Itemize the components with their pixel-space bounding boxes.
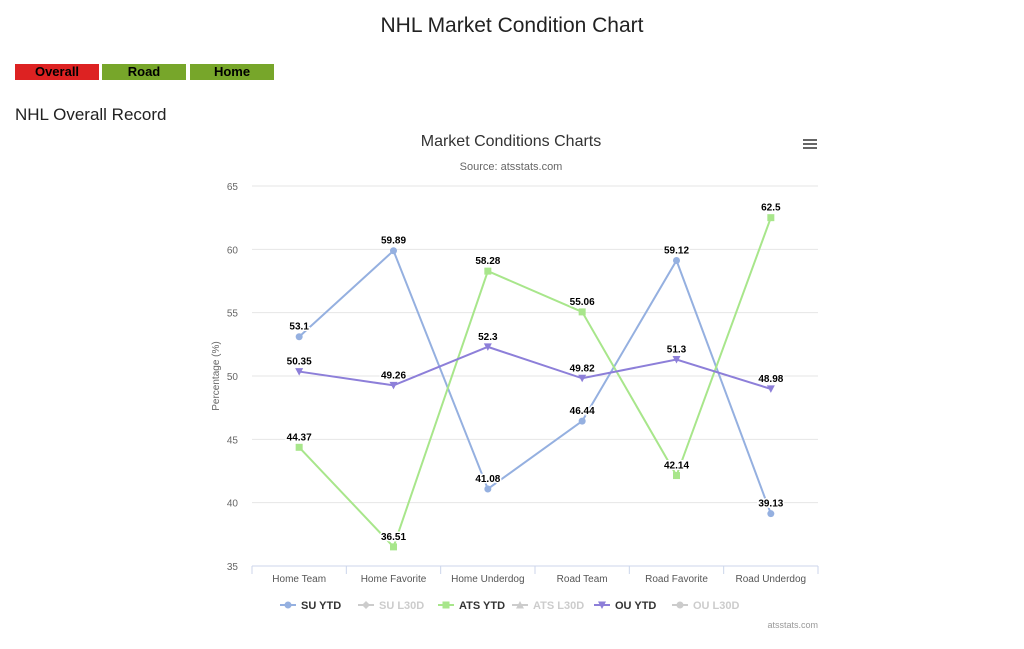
data-label: 44.37 [287, 432, 312, 443]
x-tick-label: Home Underdog [451, 574, 524, 585]
data-label: 39.13 [758, 499, 783, 510]
menu-icon [803, 143, 817, 145]
marker [442, 601, 450, 609]
marker [672, 356, 681, 364]
legend-item[interactable]: OU YTD [594, 600, 656, 612]
tab-button[interactable]: Overall [15, 64, 99, 80]
marker [516, 601, 524, 609]
marker [578, 417, 586, 425]
marker [295, 443, 303, 451]
data-label: 53.1 [289, 322, 309, 333]
legend-label: SU YTD [301, 600, 341, 612]
data-label: 46.44 [570, 406, 595, 417]
tab-button[interactable]: Road [102, 64, 186, 80]
data-label: 48.98 [758, 374, 783, 385]
x-tick-label: Home Team [272, 574, 326, 585]
marker [284, 601, 292, 609]
marker [767, 510, 775, 518]
legend-item[interactable]: SU YTD [280, 600, 341, 612]
page-title: NHL Market Condition Chart [380, 14, 644, 37]
tab-button[interactable]: Home [190, 64, 274, 80]
data-label: 59.12 [664, 245, 689, 256]
marker [390, 247, 397, 255]
data-label: 59.89 [381, 236, 406, 247]
legend-label: ATS L30D [533, 600, 584, 612]
y-tick-label: 40 [227, 499, 239, 510]
y-tick-label: 55 [227, 309, 239, 320]
legend-item[interactable]: OU L30D [672, 600, 740, 612]
y-tick-label: 60 [227, 245, 239, 256]
menu-button[interactable] [803, 139, 817, 149]
x-tick-label: Home Favorite [361, 574, 427, 585]
data-label: 42.14 [664, 461, 689, 472]
marker [767, 214, 775, 222]
marker [578, 374, 587, 383]
series-line [298, 217, 772, 549]
menu-icon [803, 139, 817, 141]
data-label: 52.3 [478, 332, 498, 343]
marker [578, 308, 586, 316]
series-line [299, 345, 772, 390]
marker [673, 256, 680, 264]
x-tick-label: Road Team [557, 574, 608, 585]
legend-label: SU L30D [379, 600, 424, 612]
data-label: 49.26 [381, 370, 406, 381]
legend-label: OU YTD [615, 600, 656, 612]
marker [676, 601, 684, 609]
marker [484, 485, 492, 493]
data-label: 41.08 [475, 474, 500, 485]
data-label: 62.5 [761, 203, 781, 214]
marker [766, 385, 775, 393]
credits: atsstats.com [767, 620, 818, 630]
x-tick-label: Road Underdog [736, 574, 807, 585]
legend-item[interactable]: ATS L30D [512, 600, 584, 612]
y-tick-label: 65 [227, 182, 239, 193]
marker [390, 543, 397, 551]
data-label: 58.28 [475, 256, 500, 267]
legend-label: OU L30D [693, 600, 740, 612]
marker [673, 472, 680, 480]
data-label: 36.51 [381, 532, 406, 543]
y-tick-label: 35 [227, 562, 239, 573]
marker [483, 343, 492, 351]
marker [295, 368, 304, 376]
y-tick-label: 45 [227, 435, 239, 446]
menu-icon [803, 147, 817, 149]
series-line [298, 249, 772, 515]
y-axis-label: Percentage (%) [211, 341, 222, 410]
x-tick-label: Road Favorite [645, 574, 708, 585]
legend-item[interactable]: ATS YTD [438, 600, 505, 612]
marker [362, 601, 370, 609]
marker [389, 381, 398, 390]
legend-item[interactable]: SU L30D [358, 600, 424, 612]
chart-title: Market Conditions Charts [421, 133, 602, 150]
chart-subtitle: Source: atsstats.com [460, 161, 563, 173]
data-label: 55.06 [570, 297, 595, 308]
data-label: 50.35 [287, 357, 312, 368]
legend-label: ATS YTD [459, 600, 505, 612]
data-label: 49.82 [570, 363, 595, 374]
section-title: NHL Overall Record [15, 105, 167, 124]
marker [484, 267, 492, 275]
data-label: 51.3 [667, 345, 687, 356]
marker [295, 333, 303, 341]
y-tick-label: 50 [227, 372, 239, 383]
marker [598, 601, 606, 609]
